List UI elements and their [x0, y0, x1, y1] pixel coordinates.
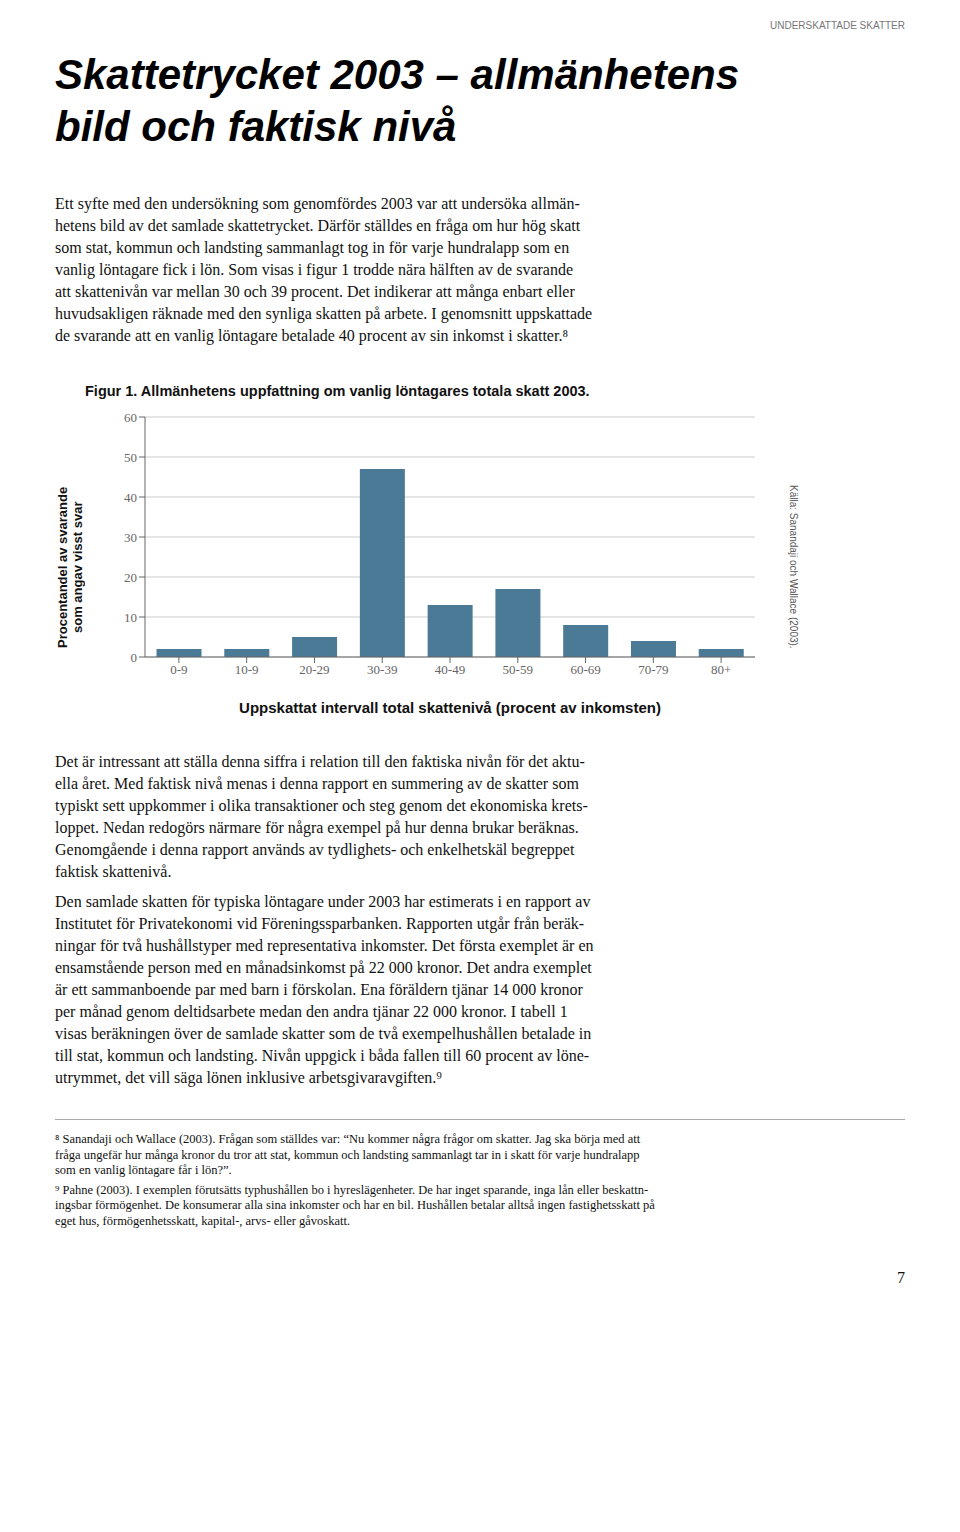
- svg-text:50-59: 50-59: [503, 662, 533, 677]
- html-text:fråga ungefär hur många kronor: fråga ungefär hur många kronor du tror a…: [55, 1147, 640, 1162]
- svg-text:Uppskattat intervall total ska: Uppskattat intervall total skattenivå (p…: [239, 699, 661, 716]
- svg-text:20-29: 20-29: [299, 662, 329, 677]
- svg-text:60: 60: [124, 410, 137, 425]
- html-text:att skattenivån var mellan 30: att skattenivån var mellan 30 och 39 pro…: [55, 283, 575, 300]
- html-text:Figur 1. Allmänhetens uppfattn: Figur 1. Allmänhetens uppfattning om van…: [85, 383, 590, 399]
- html-text:som stat, kommun och landsting: som stat, kommun och landsting sammanlag…: [55, 239, 570, 256]
- svg-text:80+: 80+: [711, 662, 731, 677]
- html-text:loppet. Nedan redogörs närmare: loppet. Nedan redogörs närmare för några…: [55, 819, 579, 836]
- html-text:Ett syfte med den undersökning: Ett syfte med den undersökning som genom…: [55, 195, 580, 212]
- html-text:Det är intressant att ställa d: Det är intressant att ställa denna siffr…: [55, 753, 585, 770]
- svg-text:30-39: 30-39: [367, 662, 397, 677]
- html-text:⁹ Pahne (2003). I exemplen för: ⁹ Pahne (2003). I exemplen förutsätts ty…: [55, 1182, 649, 1197]
- svg-text:10-9: 10-9: [235, 662, 259, 677]
- html-text:⁸ Sanandaji och Wallace (2003): ⁸ Sanandaji och Wallace (2003). Frågan s…: [55, 1132, 641, 1146]
- svg-text:0: 0: [131, 650, 138, 665]
- html-text:ingsbar förmögenhet. De konsum: ingsbar förmögenhet. De konsumerar alla …: [55, 1198, 655, 1212]
- html-text:är ett sammanboende par med ba: är ett sammanboende par med barn i försk…: [55, 981, 583, 998]
- html-text:bild och faktisk nivå: bild och faktisk nivå: [55, 103, 457, 150]
- html-text:vanlig löntagare fick i lön. S: vanlig löntagare fick i lön. Som visas i…: [55, 261, 574, 278]
- html-text:utrymmet, det vill säga lönen: utrymmet, det vill säga lönen inklusive …: [55, 1069, 442, 1086]
- html-text:de svarande att en vanlig lönt: de svarande att en vanlig löntagare beta…: [55, 327, 568, 344]
- html-text:Genomgående i denna rapport an: Genomgående i denna rapport används av t…: [55, 841, 575, 858]
- html-text:UNDERSKATTADE SKATTER: UNDERSKATTADE SKATTER: [770, 20, 905, 31]
- html-text:ningar för två hushållstyper m: ningar för två hushållstyper med represe…: [55, 937, 594, 954]
- html-text:typiskt sett uppkommer i olika: typiskt sett uppkommer i olika transakti…: [55, 797, 588, 814]
- html-text:huvudsakligen räknade med den: huvudsakligen räknade med den synliga sk…: [55, 305, 593, 322]
- html-text:visas beräkningen över de saml: visas beräkningen över de samlade skatte…: [55, 1025, 592, 1042]
- svg-text:10: 10: [124, 610, 137, 625]
- html-text:faktisk skattenivå.: faktisk skattenivå.: [55, 863, 172, 880]
- html-text:till stat, kommun och landstin: till stat, kommun och landsting. Nivån u…: [55, 1047, 590, 1064]
- html-text:7: 7: [897, 1269, 905, 1286]
- html-text:Den samlade skatten för typisk: Den samlade skatten för typiska löntagar…: [55, 893, 591, 910]
- html-text:som en vanlig löntagare får i: som en vanlig löntagare får i lön?”.: [55, 1163, 232, 1177]
- html-text:Institutet för Privatekonomi v: Institutet för Privatekonomi vid Förenin…: [55, 915, 585, 932]
- svg-text:40: 40: [124, 490, 137, 505]
- html-text:ella året. Med faktisk nivå me: ella året. Med faktisk nivå menas i denn…: [55, 775, 579, 792]
- html-text:Skattetrycket 2003 – allmänhet: Skattetrycket 2003 – allmänhetens: [55, 51, 739, 98]
- html-text:per månad genom deltidsarbete: per månad genom deltidsarbete medan den …: [55, 1003, 568, 1020]
- html-text:eget hus, förmögenhetsskatt, k: eget hus, förmögenhetsskatt, kapital-, a…: [55, 1213, 351, 1228]
- svg-text:50: 50: [124, 450, 137, 465]
- svg-text:70-79: 70-79: [638, 662, 668, 677]
- svg-text:30: 30: [124, 530, 137, 545]
- html-text:hetens bild av det samlade ska: hetens bild av det samlade skattetrycket…: [55, 217, 581, 234]
- html-text:Källa: Sanandaji och Wallace (: Källa: Sanandaji och Wallace (2003).: [788, 485, 799, 649]
- html-text:ensamstående person med en mån: ensamstående person med en månadsinkomst…: [55, 959, 592, 976]
- svg-text:60-69: 60-69: [570, 662, 600, 677]
- html-text:Procentandel av svarande som a: Procentandel av svarande som angav visst…: [55, 486, 85, 648]
- svg-text:0-9: 0-9: [170, 662, 187, 677]
- svg-text:40-49: 40-49: [435, 662, 465, 677]
- svg-text:20: 20: [124, 570, 137, 585]
